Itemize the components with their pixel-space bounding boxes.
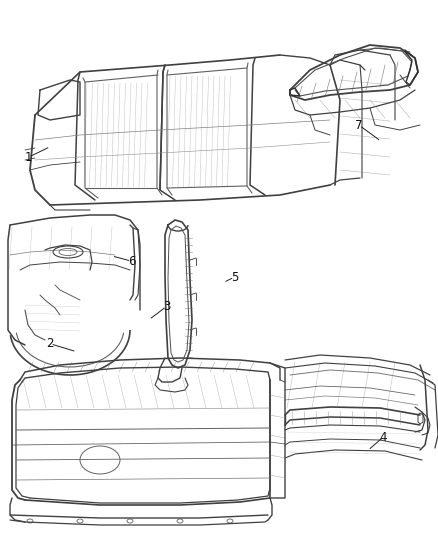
- Ellipse shape: [127, 519, 133, 523]
- Text: 3: 3: [163, 300, 170, 313]
- Text: 7: 7: [355, 119, 363, 132]
- Text: 5: 5: [231, 271, 238, 284]
- Ellipse shape: [59, 248, 77, 255]
- Ellipse shape: [77, 519, 83, 523]
- Ellipse shape: [27, 519, 33, 523]
- Text: 1: 1: [25, 151, 32, 164]
- Ellipse shape: [227, 519, 233, 523]
- Ellipse shape: [80, 446, 120, 474]
- Text: 4: 4: [379, 431, 387, 443]
- Text: 6: 6: [127, 255, 135, 268]
- Text: 2: 2: [46, 337, 54, 350]
- Ellipse shape: [177, 519, 183, 523]
- Ellipse shape: [53, 246, 83, 258]
